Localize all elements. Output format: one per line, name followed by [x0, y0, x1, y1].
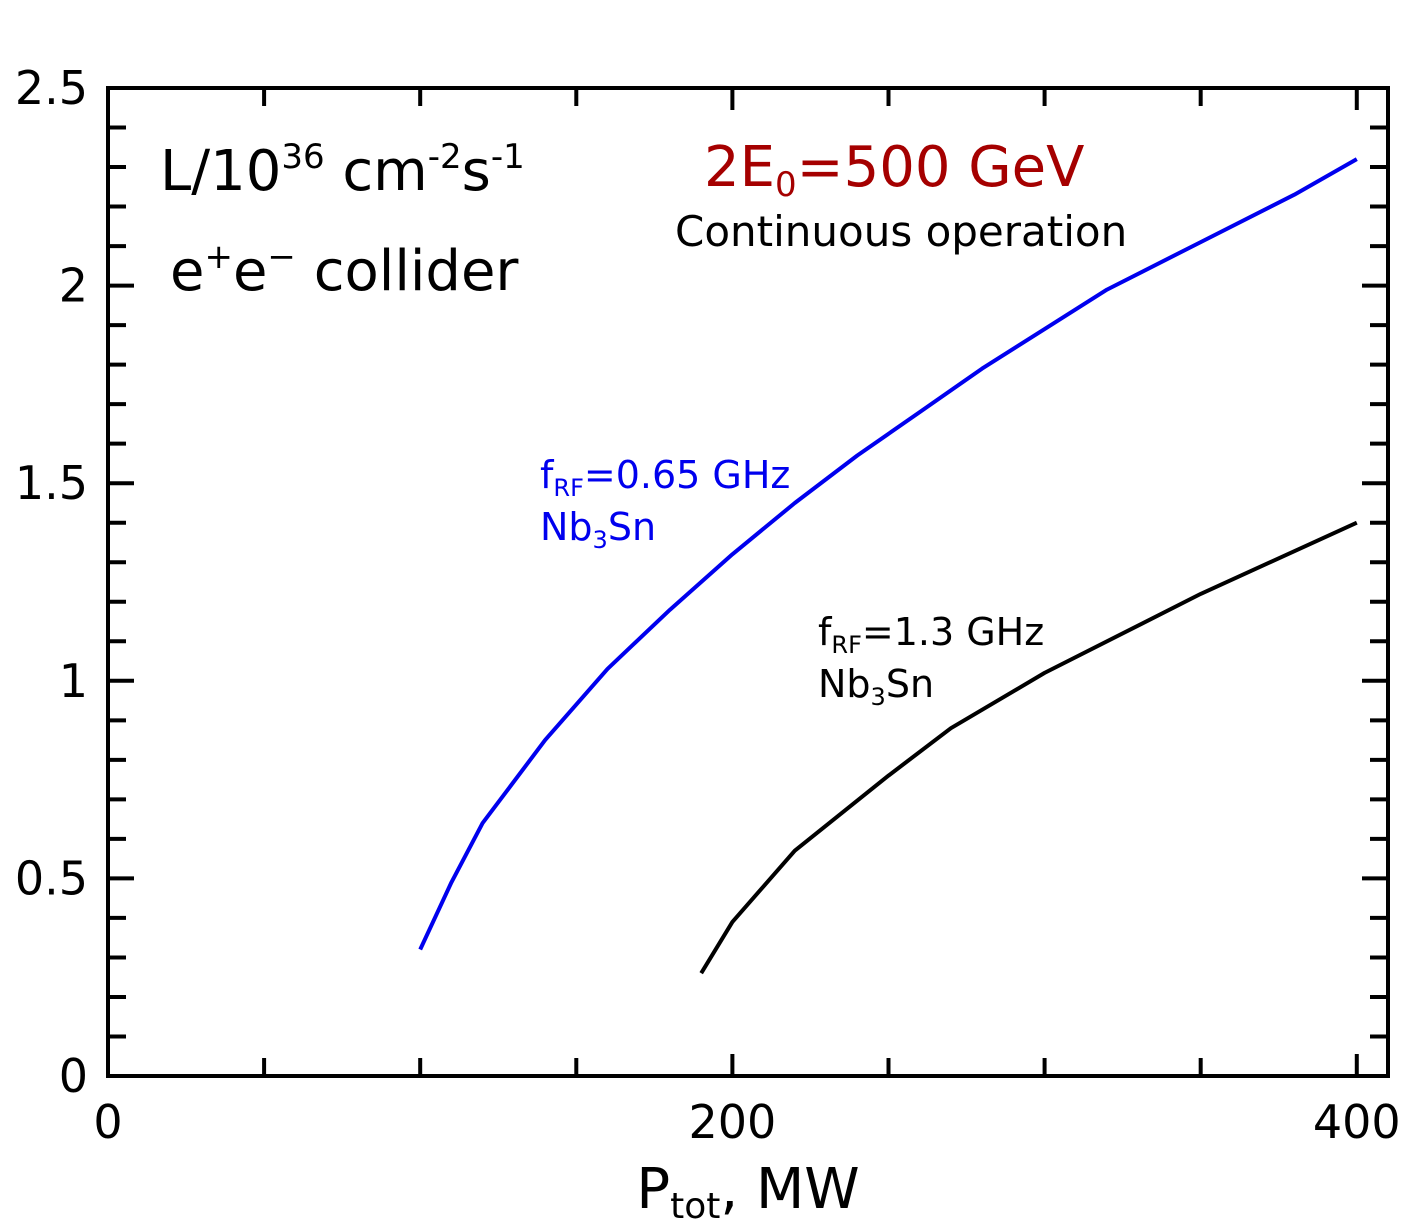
blue-sn: Sn	[608, 505, 656, 549]
series-layer	[418, 157, 1358, 975]
black-series-label-line2: Nb3Sn	[818, 662, 934, 711]
series-line-0.65ghz	[418, 157, 1358, 951]
plot-frame	[106, 86, 1390, 1078]
black-sn: Sn	[886, 662, 934, 706]
collider-rest: collider	[296, 239, 520, 304]
axis-ticks: 0 200 400 0 0.5 1 1.5 2 2.5	[15, 61, 1401, 1149]
lum-exp-neg2: -2	[428, 137, 462, 177]
series-line-1.3ghz	[699, 520, 1358, 975]
collider-e1: e	[170, 239, 204, 304]
lum-cm: cm	[325, 139, 428, 204]
collider-e2: e	[233, 239, 267, 304]
blue-3-sub: 3	[593, 526, 608, 554]
x-tick-label: 0	[93, 1095, 122, 1149]
x-tick-label: 200	[688, 1095, 776, 1149]
black-rest: =1.3 GHz	[862, 610, 1044, 654]
annotation-layer: L/1036 cm-2s-1 e+e− collider 2E0=500 GeV…	[160, 135, 1127, 1227]
collider-label: e+e− collider	[170, 237, 519, 304]
black-rf-sub: RF	[831, 631, 861, 659]
blue-nb: Nb	[540, 505, 593, 549]
y-tick-label: 1	[59, 654, 88, 708]
y-tick-label: 2.5	[15, 61, 88, 115]
energy-pre: 2E	[704, 135, 775, 200]
collider-minus: −	[267, 237, 296, 277]
collider-plus: +	[204, 237, 233, 277]
lum-s: s	[462, 139, 491, 204]
x-tick-label: 400	[1313, 1095, 1401, 1149]
black-nb: Nb	[818, 662, 871, 706]
lum-base: L/10	[160, 139, 281, 204]
y-tick-label: 2	[59, 259, 88, 313]
energy-sub: 0	[775, 165, 797, 205]
luminosity-unit-label: L/1036 cm-2s-1	[160, 137, 525, 204]
y-tick-label: 0.5	[15, 851, 88, 905]
x-axis-title-p: P	[636, 1157, 670, 1222]
lum-exp-neg1: -1	[491, 137, 525, 177]
blue-series-label-line1: fRF=0.65 GHz	[540, 453, 790, 502]
lum-exp-36: 36	[281, 137, 324, 177]
y-tick-label: 1.5	[15, 456, 88, 510]
blue-series-label-line2: Nb3Sn	[540, 505, 656, 554]
black-3-sub: 3	[871, 683, 886, 711]
black-series-label-line1: fRF=1.3 GHz	[818, 610, 1044, 659]
blue-f: f	[540, 453, 555, 497]
energy-post: =500 GeV	[797, 135, 1085, 200]
black-f: f	[818, 610, 833, 654]
blue-rest: =0.65 GHz	[584, 453, 791, 497]
y-tick-label: 0	[59, 1049, 88, 1103]
x-axis-title-rest: , MW	[720, 1157, 859, 1222]
blue-rf-sub: RF	[553, 474, 583, 502]
x-axis-title: Ptot, MW	[636, 1157, 859, 1227]
energy-label: 2E0=500 GeV	[704, 135, 1084, 205]
plot-border	[106, 86, 1390, 1078]
x-axis-title-sub: tot	[670, 1186, 720, 1227]
operation-label: Continuous operation	[675, 207, 1127, 256]
